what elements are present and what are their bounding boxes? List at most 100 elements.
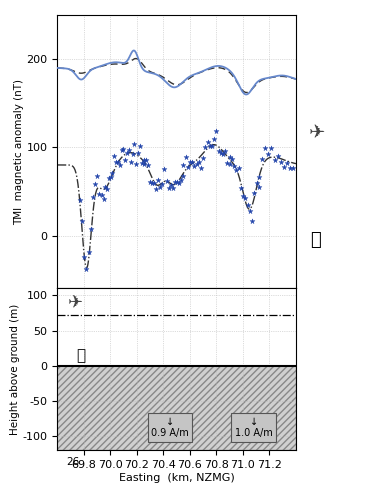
Point [227, 153, 233, 161]
Text: ✈: ✈ [309, 123, 325, 142]
Point [161, 164, 167, 172]
Point [155, 176, 161, 184]
Point [189, 158, 195, 166]
Point [176, 180, 182, 188]
Point [198, 164, 204, 172]
Point [145, 161, 151, 169]
Point [178, 176, 184, 184]
Point [225, 158, 231, 166]
Point [133, 160, 139, 168]
Point [240, 192, 246, 200]
Point [254, 179, 260, 187]
Point [141, 156, 147, 164]
Point [207, 142, 213, 150]
Point [99, 191, 105, 199]
Point [120, 146, 126, 154]
Point [278, 158, 284, 166]
Text: ↓
0.9 A/m: ↓ 0.9 A/m [151, 416, 189, 438]
Point [196, 158, 202, 166]
Text: ↓
1.0 A/m: ↓ 1.0 A/m [235, 416, 272, 438]
Point [211, 135, 217, 143]
Point [124, 150, 130, 158]
Point [90, 192, 96, 200]
Point [200, 154, 206, 162]
Point [126, 146, 132, 154]
Point [272, 156, 278, 164]
Point [227, 160, 233, 168]
Point [245, 202, 250, 209]
Point [205, 138, 211, 145]
Point [180, 172, 186, 180]
Point [220, 150, 226, 158]
Point [236, 164, 242, 172]
Point [141, 160, 147, 168]
Point [131, 140, 137, 148]
Point [137, 142, 143, 150]
Point [164, 176, 169, 184]
Point [281, 162, 287, 170]
Point [265, 150, 271, 158]
Text: 🚶: 🚶 [77, 348, 86, 364]
Point [194, 160, 199, 168]
Point [247, 206, 253, 214]
Point [130, 150, 135, 158]
Point [256, 182, 262, 190]
Y-axis label: Height above ground (m): Height above ground (m) [10, 304, 20, 435]
Point [149, 179, 155, 187]
Text: 26: 26 [67, 457, 80, 467]
Point [157, 183, 163, 191]
Point [170, 184, 176, 192]
Point [287, 164, 293, 172]
Point [104, 186, 110, 194]
Point [97, 190, 102, 198]
Point [110, 170, 115, 177]
Point [135, 148, 141, 156]
Point [256, 173, 262, 181]
Point [229, 154, 235, 162]
Point [191, 162, 197, 170]
Point [79, 216, 85, 224]
Point [242, 194, 248, 202]
Point [92, 180, 98, 188]
Point [128, 158, 134, 166]
Point [113, 158, 119, 166]
Point [117, 162, 123, 170]
Point [88, 226, 94, 234]
Point [108, 173, 114, 181]
Point [213, 127, 219, 135]
Point [222, 147, 228, 155]
Point [209, 142, 215, 150]
Point [174, 178, 180, 186]
Point [252, 189, 258, 197]
Point [159, 180, 165, 188]
Point [290, 164, 296, 172]
Point [102, 183, 108, 191]
Point [216, 148, 222, 156]
Point [185, 164, 191, 172]
Point [77, 196, 83, 203]
Point [94, 172, 100, 180]
Point [238, 184, 244, 192]
Point [106, 174, 112, 182]
Point [168, 181, 174, 189]
Point [151, 179, 157, 187]
Text: ✈: ✈ [68, 295, 83, 313]
Point [111, 152, 117, 160]
Point [180, 161, 186, 169]
Point [147, 178, 153, 186]
Point [259, 156, 265, 164]
Text: 🚶: 🚶 [310, 231, 321, 249]
Point [231, 162, 237, 170]
Point [187, 158, 193, 166]
Point [139, 159, 145, 167]
Point [172, 178, 178, 186]
Point [85, 248, 91, 256]
Point [262, 144, 268, 152]
Point [101, 195, 107, 203]
Point [182, 153, 188, 161]
Point [284, 160, 290, 168]
Point [202, 144, 208, 152]
Point [166, 184, 172, 192]
Point [249, 216, 255, 224]
Point [218, 149, 224, 157]
